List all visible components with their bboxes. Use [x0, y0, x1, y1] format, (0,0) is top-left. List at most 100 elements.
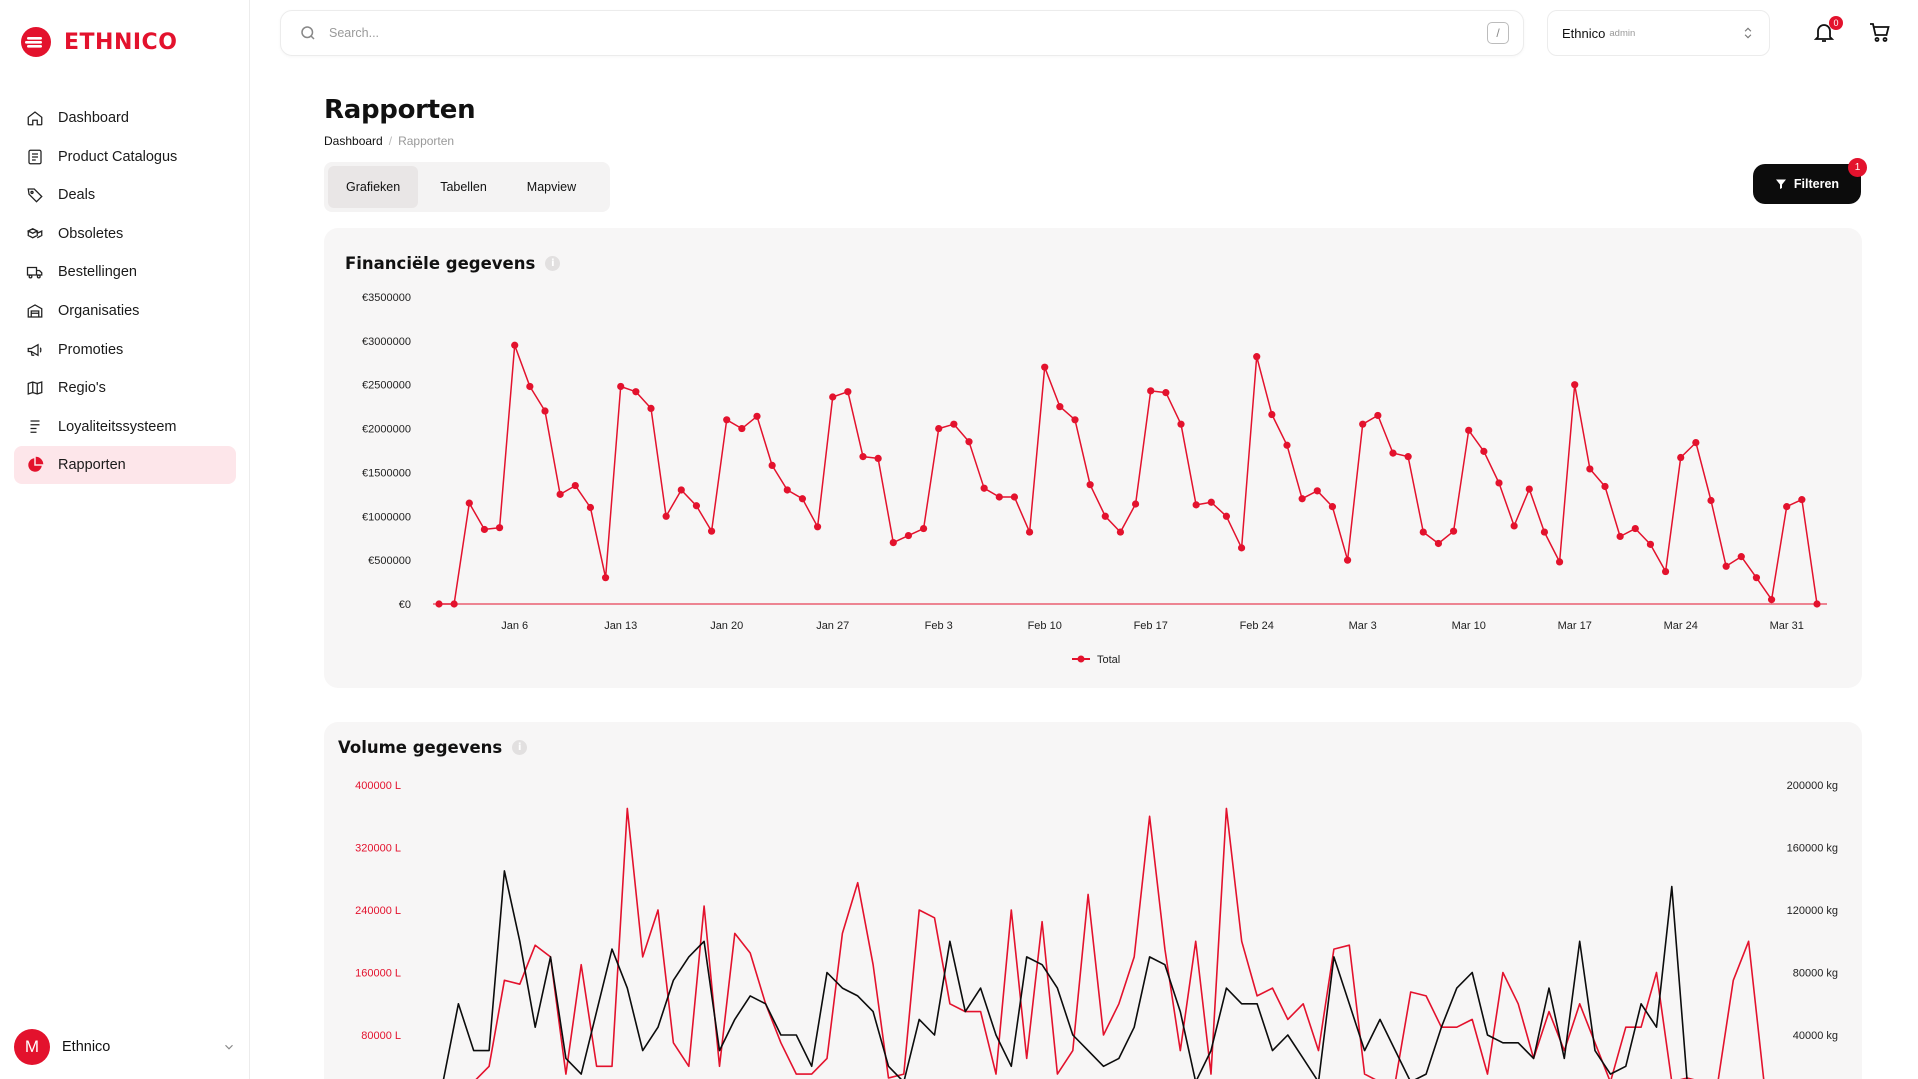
- data-point: [1555, 558, 1564, 566]
- org-role: admin: [1609, 27, 1636, 39]
- data-point: [1586, 465, 1594, 473]
- data-point: [480, 525, 489, 534]
- financial-chart-title-row: Financiële gegevens i: [345, 254, 561, 273]
- warehouse-icon: [24, 300, 46, 322]
- data-point: [1389, 449, 1397, 457]
- notifications-button[interactable]: 0: [1812, 16, 1843, 46]
- cart-icon: [1870, 23, 1890, 42]
- cart-button[interactable]: [1868, 20, 1894, 46]
- data-point: [904, 531, 913, 540]
- organization-select[interactable]: Ethnico admin: [1547, 10, 1770, 56]
- sidebar-item-promoties[interactable]: Promoties: [14, 331, 236, 369]
- data-point: [1071, 416, 1079, 424]
- data-point: [1646, 540, 1655, 548]
- data-point: [1313, 487, 1321, 495]
- data-point: [1222, 512, 1231, 520]
- data-point: [1571, 381, 1579, 389]
- data-point: [1010, 493, 1019, 501]
- sidebar-item-product-catalogus[interactable]: Product Catalogus: [14, 138, 236, 176]
- y-left-tick-label: 80000 L: [361, 1030, 401, 1042]
- data-point: [995, 493, 1003, 501]
- y-right-tick-label: 160000 kg: [1787, 843, 1838, 855]
- data-point: [844, 388, 852, 396]
- data-point: [1359, 420, 1367, 428]
- notification-badge: 0: [1829, 16, 1843, 30]
- data-point: [692, 502, 701, 510]
- data-point: [617, 382, 625, 391]
- data-point: [1737, 553, 1745, 561]
- data-point: [1449, 527, 1458, 535]
- filter-button[interactable]: Filteren: [1753, 164, 1861, 204]
- search-bar[interactable]: /: [280, 10, 1524, 56]
- data-point: [1162, 389, 1170, 397]
- x-tick-label: Jan 27: [816, 620, 849, 632]
- data-point: [556, 490, 564, 498]
- data-point: [1298, 495, 1306, 503]
- org-name: Ethnico: [1562, 25, 1606, 41]
- tab-grafieken[interactable]: Grafieken: [328, 166, 419, 208]
- data-point: [1147, 387, 1155, 395]
- sidebar-nav: Dashboard Product Catalogus Deals Obsole…: [14, 99, 236, 485]
- data-point: [1101, 512, 1109, 520]
- data-point: [1540, 528, 1549, 536]
- x-tick-label: Jan 6: [501, 620, 528, 632]
- tab-tabellen[interactable]: Tabellen: [440, 180, 487, 194]
- tag-icon: [24, 184, 46, 206]
- y-tick-label: €1000000: [362, 511, 411, 523]
- legend-label: Total: [1097, 654, 1120, 666]
- sidebar-item-deals[interactable]: Deals: [14, 176, 236, 214]
- sidebar-item-obsoletes[interactable]: Obsoletes: [14, 215, 236, 253]
- tab-mapview[interactable]: Mapview: [526, 180, 577, 194]
- y-tick-label: €3000000: [362, 336, 411, 348]
- data-point: [1616, 532, 1624, 541]
- data-point: [586, 503, 595, 512]
- info-icon[interactable]: i: [545, 256, 561, 271]
- sidebar-item-bestellingen[interactable]: Bestellingen: [14, 253, 236, 291]
- sidebar-item-loyaliteitssysteem[interactable]: Loyaliteitssysteem: [14, 408, 236, 446]
- data-point: [1192, 501, 1200, 509]
- sidebar-item-regios[interactable]: Regio's: [14, 369, 236, 407]
- search-input[interactable]: [329, 26, 1487, 40]
- user-menu[interactable]: M Ethnico: [14, 1028, 236, 1066]
- catalog-icon: [24, 146, 46, 168]
- data-point: [798, 495, 807, 503]
- data-point: [541, 407, 549, 415]
- data-point: [465, 499, 473, 507]
- y-right-tick-label: 200000 kg: [1787, 780, 1838, 792]
- sidebar-item-label: Bestellingen: [58, 264, 137, 281]
- data-point: [1692, 439, 1700, 447]
- data-point: [723, 416, 731, 424]
- sidebar-item-label: Loyaliteitssysteem: [58, 418, 177, 435]
- data-point: [1404, 453, 1412, 461]
- data-point: [1722, 562, 1730, 570]
- sidebar-item-rapporten[interactable]: Rapporten: [14, 446, 236, 485]
- data-point: [662, 512, 670, 520]
- y-left-tick-label: 400000 L: [355, 780, 401, 792]
- y-left-tick-label: 320000 L: [355, 843, 401, 855]
- brand-logo[interactable]: ETHNICO: [20, 26, 177, 58]
- data-point: [1601, 482, 1609, 491]
- data-point: [1525, 485, 1533, 493]
- user-name: Ethnico: [62, 1039, 111, 1055]
- data-point: [1798, 496, 1806, 504]
- boxes-icon: [24, 223, 46, 245]
- breadcrumb-root[interactable]: Dashboard: [324, 134, 383, 148]
- bell-icon: [1813, 24, 1835, 42]
- data-point: [677, 486, 685, 494]
- y-tick-label: €2500000: [362, 380, 411, 392]
- data-point: [1268, 410, 1276, 419]
- financial-line-chart: €0 €500000 €1000000 €1500000 €2000000 €250000…: [362, 292, 1827, 666]
- filter-count-badge: 1: [1848, 158, 1867, 177]
- sidebar-item-dashboard[interactable]: Dashboard: [14, 99, 236, 137]
- sidebar-item-label: Obsoletes: [58, 225, 124, 242]
- sidebar-item-organisaties[interactable]: Organisaties: [14, 292, 236, 330]
- search-icon: [301, 26, 315, 40]
- data-point: [1480, 447, 1488, 455]
- avatar: M: [14, 1029, 50, 1065]
- data-point: [1631, 524, 1639, 533]
- sidebar-item-label: Product Catalogus: [58, 148, 178, 165]
- sidebar: ETHNICO Dashboard Product Catalogus Deal…: [0, 0, 250, 1079]
- sidebar-item-label: Rapporten: [58, 457, 126, 474]
- x-tick-label: Mar 10: [1452, 620, 1486, 632]
- info-icon[interactable]: i: [512, 740, 528, 755]
